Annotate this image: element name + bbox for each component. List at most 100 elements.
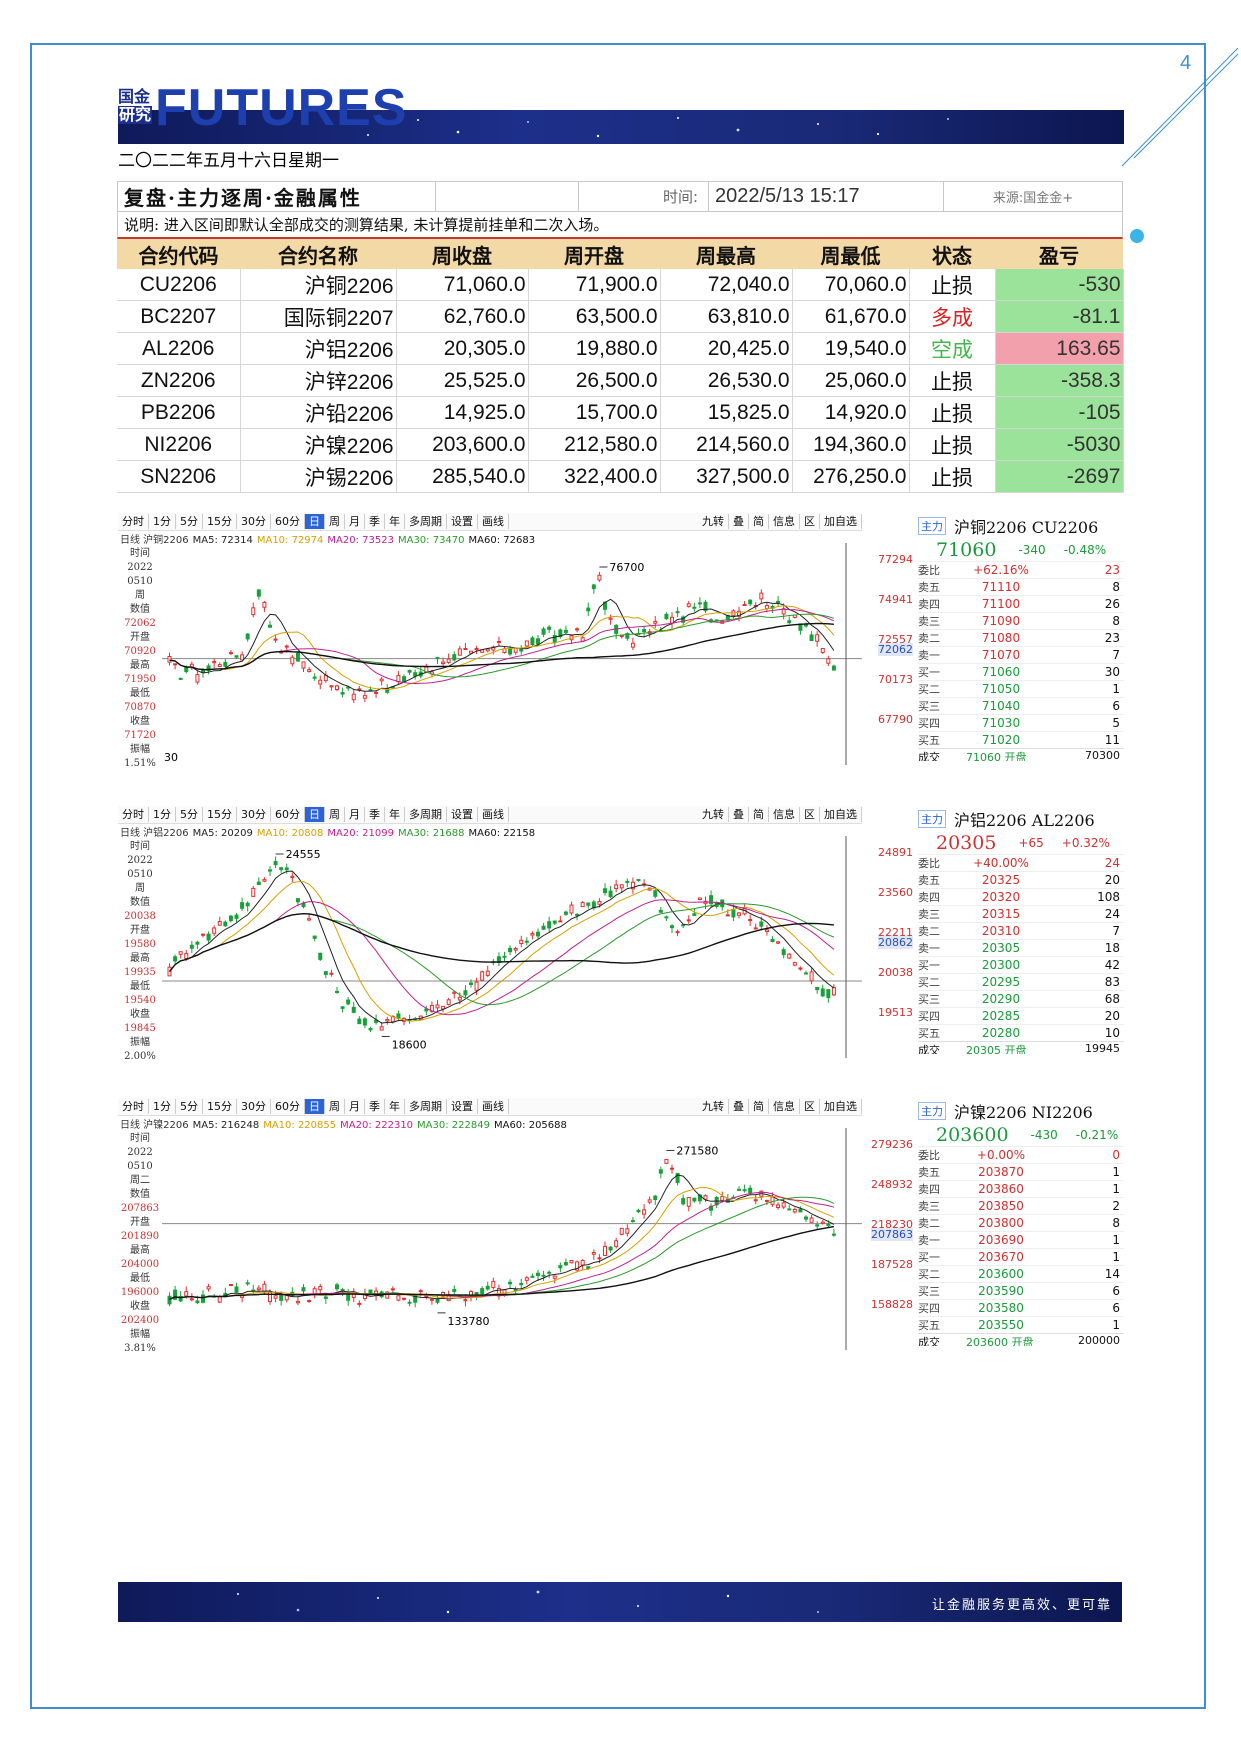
candlestick-chart[interactable]: 271580 133780 bbox=[162, 1128, 862, 1350]
period-tab[interactable]: 1分 bbox=[149, 514, 176, 529]
period-tab[interactable]: 设置 bbox=[447, 807, 478, 822]
period-tab[interactable]: 季 bbox=[365, 807, 385, 822]
toolbar-tool-button[interactable]: 信息 bbox=[769, 1099, 800, 1114]
period-tab[interactable]: 周 bbox=[325, 514, 345, 529]
toolbar-tool-button[interactable]: 区 bbox=[800, 1099, 820, 1114]
period-tab[interactable]: 设置 bbox=[447, 514, 478, 529]
candle-body bbox=[195, 1300, 200, 1304]
toolbar-tool-button[interactable]: 叠 bbox=[729, 1099, 749, 1114]
period-tab[interactable]: 季 bbox=[365, 1099, 385, 1114]
candle-body bbox=[357, 1302, 362, 1305]
period-tab[interactable]: 周 bbox=[325, 1099, 345, 1114]
toolbar-tool-button[interactable]: 区 bbox=[800, 807, 820, 822]
candle-body bbox=[653, 890, 658, 897]
period-tab[interactable]: 月 bbox=[345, 514, 365, 529]
period-tab[interactable]: 30分 bbox=[237, 807, 271, 822]
period-tab[interactable]: 日 bbox=[305, 514, 325, 529]
period-tab[interactable]: 月 bbox=[345, 1099, 365, 1114]
info-label: 最低 bbox=[130, 1273, 150, 1284]
toolbar-tool-button[interactable]: 简 bbox=[749, 807, 769, 822]
order-level-volume: 42 bbox=[1104, 958, 1120, 972]
info-label: 周二 bbox=[130, 1175, 150, 1186]
toolbar-tool-button[interactable]: 加自选 bbox=[820, 514, 862, 529]
period-tab[interactable]: 60分 bbox=[271, 514, 305, 529]
period-tab[interactable]: 日 bbox=[305, 807, 325, 822]
toolbar-tool-button[interactable]: 九转 bbox=[698, 1099, 729, 1114]
period-tab[interactable]: 多周期 bbox=[405, 514, 447, 529]
candle-body bbox=[536, 1272, 540, 1276]
period-tab[interactable]: 分时 bbox=[118, 514, 149, 529]
toolbar-tool-button[interactable]: 信息 bbox=[769, 807, 800, 822]
period-tab[interactable]: 画线 bbox=[478, 1099, 509, 1114]
ma-value: MA60: 205688 bbox=[493, 1120, 567, 1131]
period-tab[interactable]: 年 bbox=[385, 807, 405, 822]
period-tab[interactable]: 15分 bbox=[203, 1099, 237, 1114]
ma-30-line bbox=[169, 903, 835, 1006]
toolbar-tool-button[interactable]: 加自选 bbox=[820, 1099, 862, 1114]
toolbar-tool-button[interactable]: 加自选 bbox=[820, 807, 862, 822]
period-tab[interactable]: 年 bbox=[385, 1099, 405, 1114]
period-tab[interactable]: 15分 bbox=[203, 807, 237, 822]
toolbar-tool-button[interactable]: 简 bbox=[749, 514, 769, 529]
period-tab[interactable]: 1分 bbox=[149, 807, 176, 822]
period-tab[interactable]: 分时 bbox=[118, 1099, 149, 1114]
price-change: -430 bbox=[1030, 1128, 1058, 1142]
footer-label: 成交 bbox=[918, 751, 940, 761]
axis-tick-label: 218230 bbox=[871, 1218, 913, 1231]
toolbar-tool-button[interactable]: 叠 bbox=[729, 514, 749, 529]
period-tab[interactable]: 30分 bbox=[237, 514, 271, 529]
column-header: 状态 bbox=[909, 239, 995, 269]
order-level-label: 卖四 bbox=[918, 1183, 940, 1196]
toolbar-tool-button[interactable]: 信息 bbox=[769, 514, 800, 529]
period-tab[interactable]: 月 bbox=[345, 807, 365, 822]
order-book-row: 买五 20280 10 bbox=[918, 1024, 1124, 1041]
cursor-info-panel: 时间 2022 0510 周数值 72062 开盘 70920 最高 71950 最低 70870 收… bbox=[118, 547, 162, 771]
period-tab[interactable]: 年 bbox=[385, 514, 405, 529]
order-book-row: 卖四 203860 1 bbox=[918, 1180, 1124, 1197]
order-level-volume: 1 bbox=[1112, 1318, 1120, 1332]
ma-value: MA20: 222310 bbox=[340, 1120, 414, 1131]
candlestick-chart[interactable]: 76700 30 bbox=[162, 543, 862, 765]
candle-body bbox=[480, 1288, 485, 1294]
info-label: 2022 bbox=[127, 855, 153, 866]
period-tab[interactable]: 多周期 bbox=[405, 807, 447, 822]
order-level-price: 20325 bbox=[981, 873, 1021, 887]
price-change-pct: -0.48% bbox=[1063, 543, 1107, 557]
period-tab[interactable]: 15分 bbox=[203, 514, 237, 529]
period-tab[interactable]: 多周期 bbox=[405, 1099, 447, 1114]
period-tab[interactable]: 5分 bbox=[176, 514, 203, 529]
period-tab[interactable]: 画线 bbox=[478, 807, 509, 822]
period-tab[interactable]: 5分 bbox=[176, 1099, 203, 1114]
period-tab[interactable]: 60分 bbox=[271, 1099, 305, 1114]
axis-tick-label: 70173 bbox=[878, 673, 913, 686]
candle-body bbox=[524, 1277, 529, 1281]
toolbar-tool-button[interactable]: 九转 bbox=[698, 807, 729, 822]
info-label: 收盘 bbox=[130, 1009, 150, 1020]
candle-body bbox=[530, 1275, 535, 1278]
period-tab[interactable]: 画线 bbox=[478, 514, 509, 529]
ma-5-line bbox=[169, 870, 835, 1024]
info-value: 72062 bbox=[124, 618, 156, 629]
period-tab[interactable]: 60分 bbox=[271, 807, 305, 822]
period-tab[interactable]: 分时 bbox=[118, 807, 149, 822]
period-tab[interactable]: 周 bbox=[325, 807, 345, 822]
column-header: 周收盘 bbox=[396, 239, 528, 269]
weekly-open: 322,400.0 bbox=[528, 460, 661, 493]
candlestick-chart[interactable]: 24555 18600 bbox=[162, 836, 862, 1058]
toolbar-tool-button[interactable]: 叠 bbox=[729, 807, 749, 822]
period-tab[interactable]: 1分 bbox=[149, 1099, 176, 1114]
period-tab[interactable]: 设置 bbox=[447, 1099, 478, 1114]
period-tab[interactable]: 季 bbox=[365, 514, 385, 529]
period-tab[interactable]: 日 bbox=[305, 1099, 325, 1114]
toolbar-tool-button[interactable]: 区 bbox=[800, 514, 820, 529]
toolbar-tool-button[interactable]: 简 bbox=[749, 1099, 769, 1114]
candle-body bbox=[697, 602, 702, 605]
candle-body bbox=[703, 1195, 708, 1200]
weekly-open: 212,580.0 bbox=[528, 428, 661, 461]
candle-body bbox=[195, 674, 200, 683]
order-level-label: 买四 bbox=[918, 1010, 940, 1023]
candle-body bbox=[340, 692, 345, 695]
toolbar-tool-button[interactable]: 九转 bbox=[698, 514, 729, 529]
period-tab[interactable]: 5分 bbox=[176, 807, 203, 822]
period-tab[interactable]: 30分 bbox=[237, 1099, 271, 1114]
